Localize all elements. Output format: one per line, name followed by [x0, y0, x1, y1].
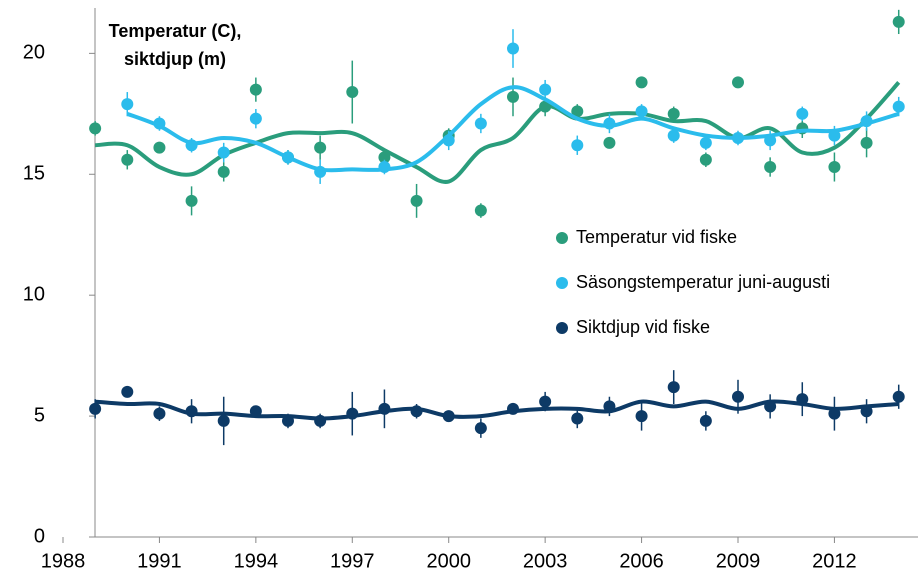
- x-tick-label: 2006: [619, 550, 664, 572]
- y-tick-label: 0: [34, 525, 45, 547]
- point: [121, 153, 134, 166]
- point: [796, 107, 809, 120]
- y-tick-label: 5: [34, 404, 45, 426]
- x-tick-label: 2003: [523, 550, 568, 572]
- point: [217, 146, 230, 159]
- point: [249, 405, 262, 418]
- trend-line: [94, 399, 899, 421]
- point: [860, 115, 873, 128]
- legend-label: Säsongstemperatur juni-augusti: [576, 272, 830, 292]
- point: [378, 402, 391, 415]
- point: [892, 15, 905, 28]
- point: [282, 151, 294, 164]
- point: [153, 407, 166, 420]
- point: [571, 412, 584, 425]
- point: [539, 395, 552, 408]
- point: [507, 402, 519, 415]
- y-tick-label: 10: [23, 283, 45, 305]
- point: [314, 414, 327, 427]
- point: [828, 161, 841, 174]
- x-tick-label: 2009: [716, 550, 761, 572]
- point: [474, 422, 487, 435]
- point: [185, 405, 198, 418]
- legend-marker: [556, 277, 568, 289]
- point: [474, 204, 487, 217]
- x-tick-label: 1997: [330, 550, 375, 572]
- point: [539, 83, 552, 96]
- legend-label: Temperatur vid fiske: [576, 227, 737, 247]
- point: [153, 141, 166, 154]
- point: [410, 194, 423, 207]
- point: [892, 100, 905, 113]
- point: [249, 112, 262, 125]
- point: [667, 107, 680, 120]
- point: [282, 414, 294, 427]
- point: [217, 165, 230, 178]
- point: [635, 105, 648, 118]
- point: [732, 132, 744, 144]
- x-tick-label: 1994: [234, 550, 279, 572]
- y-tick-label: 15: [23, 163, 45, 185]
- point: [667, 129, 680, 142]
- point: [249, 83, 262, 96]
- x-tick-label: 2012: [812, 550, 857, 572]
- point: [89, 122, 102, 135]
- point: [539, 100, 552, 113]
- point: [442, 134, 455, 147]
- y-axis-label: Temperatur (C),: [109, 21, 242, 41]
- point: [860, 405, 873, 418]
- point: [667, 381, 680, 394]
- legend-marker: [556, 232, 568, 244]
- point: [603, 117, 616, 130]
- point: [378, 161, 391, 174]
- y-tick-label: 20: [23, 42, 45, 64]
- point: [764, 161, 777, 174]
- point: [571, 139, 584, 152]
- point: [346, 86, 359, 99]
- x-tick-label: 1988: [41, 550, 86, 572]
- point: [603, 400, 616, 413]
- point: [828, 407, 841, 420]
- point: [474, 117, 487, 130]
- point: [635, 410, 648, 423]
- point: [732, 76, 744, 89]
- point: [314, 141, 327, 154]
- point: [442, 410, 455, 423]
- point: [217, 414, 230, 427]
- point: [378, 151, 391, 164]
- point: [764, 134, 777, 147]
- point: [603, 136, 616, 149]
- point: [121, 385, 134, 398]
- x-tick-label: 1991: [137, 550, 182, 572]
- point: [185, 139, 198, 152]
- point: [153, 117, 166, 130]
- point: [410, 405, 423, 418]
- point: [732, 390, 744, 403]
- point: [860, 136, 873, 149]
- legend-marker: [556, 322, 568, 334]
- point: [121, 98, 134, 111]
- y-axis-label: siktdjup (m): [124, 49, 226, 69]
- point: [699, 414, 712, 427]
- point: [828, 129, 841, 142]
- point: [507, 42, 519, 55]
- point: [699, 153, 712, 166]
- point: [185, 194, 198, 207]
- point: [635, 76, 648, 89]
- point: [796, 393, 809, 406]
- point: [314, 165, 327, 178]
- trend-line: [95, 81, 901, 184]
- point: [764, 400, 777, 413]
- point: [89, 402, 102, 415]
- point: [346, 407, 359, 420]
- x-tick-label: 2000: [426, 550, 471, 572]
- point: [699, 136, 712, 149]
- point: [507, 90, 519, 103]
- legend-label: Siktdjup vid fiske: [576, 317, 710, 337]
- point: [571, 105, 584, 118]
- point: [892, 390, 905, 403]
